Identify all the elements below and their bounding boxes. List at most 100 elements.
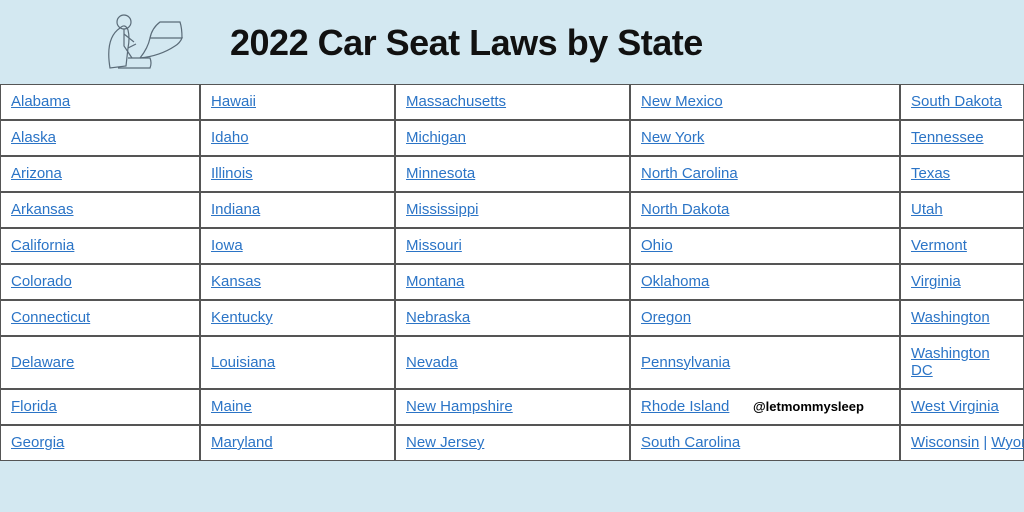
table-cell: West Virginia: [900, 389, 1024, 425]
state-link[interactable]: Illinois: [211, 165, 253, 182]
table-cell: Connecticut: [0, 300, 200, 336]
state-link[interactable]: Mississippi: [406, 201, 479, 218]
state-link[interactable]: California: [11, 237, 74, 254]
state-link[interactable]: South Dakota: [911, 93, 1002, 110]
state-link[interactable]: New York: [641, 129, 704, 146]
state-link[interactable]: Louisiana: [211, 354, 275, 371]
table-cell: New York: [630, 120, 900, 156]
table-cell: Iowa: [200, 228, 395, 264]
state-link[interactable]: Wisconsin: [911, 434, 979, 451]
state-link[interactable]: Georgia: [11, 434, 64, 451]
table-cell: Delaware: [0, 336, 200, 389]
table-cell: Washington DC: [900, 336, 1024, 389]
table-cell: Oregon: [630, 300, 900, 336]
state-link[interactable]: Delaware: [11, 354, 74, 371]
state-link[interactable]: Texas: [911, 165, 950, 182]
table-cell: Mississippi: [395, 192, 630, 228]
state-link[interactable]: Maine: [211, 398, 252, 415]
state-link[interactable]: Alaska: [11, 129, 56, 146]
state-link[interactable]: Pennsylvania: [641, 354, 730, 371]
state-link[interactable]: Washington: [911, 309, 990, 326]
state-link[interactable]: South Carolina: [641, 434, 740, 451]
state-link[interactable]: Arizona: [11, 165, 62, 182]
table-cell: Idaho: [200, 120, 395, 156]
state-link[interactable]: Idaho: [211, 129, 249, 146]
state-link[interactable]: Missouri: [406, 237, 462, 254]
table-cell: South Dakota: [900, 84, 1024, 120]
state-link[interactable]: West Virginia: [911, 398, 999, 415]
state-link[interactable]: Nevada: [406, 354, 458, 371]
table-cell: Missouri: [395, 228, 630, 264]
state-link[interactable]: Connecticut: [11, 309, 90, 326]
table-cell: Arizona: [0, 156, 200, 192]
table-cell: Louisiana: [200, 336, 395, 389]
state-link[interactable]: Kansas: [211, 273, 261, 290]
state-link[interactable]: New Hampshire: [406, 398, 513, 415]
state-link[interactable]: Washington DC: [911, 345, 1013, 379]
state-link[interactable]: Massachusetts: [406, 93, 506, 110]
state-table: Alabama Hawaii Massachusetts New Mexico Sout…: [0, 84, 1024, 461]
state-link[interactable]: Oklahoma: [641, 273, 709, 290]
table-cell: Oklahoma: [630, 264, 900, 300]
state-link[interactable]: Maryland: [211, 434, 273, 451]
table-cell: California: [0, 228, 200, 264]
table-cell: Maryland: [200, 425, 395, 461]
table-cell: Massachusetts: [395, 84, 630, 120]
table-cell: Utah: [900, 192, 1024, 228]
table-cell: Minnesota: [395, 156, 630, 192]
table-cell: Pennsylvania: [630, 336, 900, 389]
table-cell: Kansas: [200, 264, 395, 300]
state-link[interactable]: Indiana: [211, 201, 260, 218]
table-cell: Nevada: [395, 336, 630, 389]
table-cell: Colorado: [0, 264, 200, 300]
header: 2022 Car Seat Laws by State: [0, 0, 1024, 84]
state-link[interactable]: Kentucky: [211, 309, 273, 326]
table-cell: New Mexico: [630, 84, 900, 120]
table-cell: Maine: [200, 389, 395, 425]
state-link[interactable]: Vermont: [911, 237, 967, 254]
table-cell: North Dakota: [630, 192, 900, 228]
state-link[interactable]: Colorado: [11, 273, 72, 290]
table-cell: Alaska: [0, 120, 200, 156]
state-link[interactable]: Ohio: [641, 237, 673, 254]
state-link[interactable]: New Mexico: [641, 93, 723, 110]
state-link[interactable]: Virginia: [911, 273, 961, 290]
table-cell: Montana: [395, 264, 630, 300]
state-link[interactable]: Utah: [911, 201, 943, 218]
state-link[interactable]: North Carolina: [641, 165, 738, 182]
state-link[interactable]: Florida: [11, 398, 57, 415]
state-link[interactable]: New Jersey: [406, 434, 484, 451]
table-cell: New Hampshire: [395, 389, 630, 425]
table-cell: Rhode Island @letmommysleep: [630, 389, 900, 425]
state-link[interactable]: Wyoming: [991, 434, 1024, 451]
social-handle: @letmommysleep: [753, 399, 864, 414]
table-cell: Arkansas: [0, 192, 200, 228]
table-cell: South Carolina: [630, 425, 900, 461]
state-link[interactable]: Oregon: [641, 309, 691, 326]
table-cell: Michigan: [395, 120, 630, 156]
table-cell: Kentucky: [200, 300, 395, 336]
table-cell: Illinois: [200, 156, 395, 192]
table-cell: Wisconsin | Wyoming: [900, 425, 1024, 461]
state-link[interactable]: Arkansas: [11, 201, 74, 218]
state-link[interactable]: Nebraska: [406, 309, 470, 326]
state-link[interactable]: Tennessee: [911, 129, 984, 146]
state-link[interactable]: Rhode Island: [641, 398, 729, 415]
table-cell: Alabama: [0, 84, 200, 120]
table-cell: Florida: [0, 389, 200, 425]
separator: |: [983, 434, 987, 451]
state-link[interactable]: Montana: [406, 273, 464, 290]
state-link[interactable]: North Dakota: [641, 201, 729, 218]
state-link[interactable]: Iowa: [211, 237, 243, 254]
table-cell: Indiana: [200, 192, 395, 228]
state-link[interactable]: Hawaii: [211, 93, 256, 110]
page-title: 2022 Car Seat Laws by State: [230, 22, 703, 64]
state-link[interactable]: Alabama: [11, 93, 70, 110]
state-link[interactable]: Minnesota: [406, 165, 475, 182]
table-cell: Texas: [900, 156, 1024, 192]
table-cell: Hawaii: [200, 84, 395, 120]
table-cell: Nebraska: [395, 300, 630, 336]
table-cell: Virginia: [900, 264, 1024, 300]
table-cell: Washington: [900, 300, 1024, 336]
state-link[interactable]: Michigan: [406, 129, 466, 146]
